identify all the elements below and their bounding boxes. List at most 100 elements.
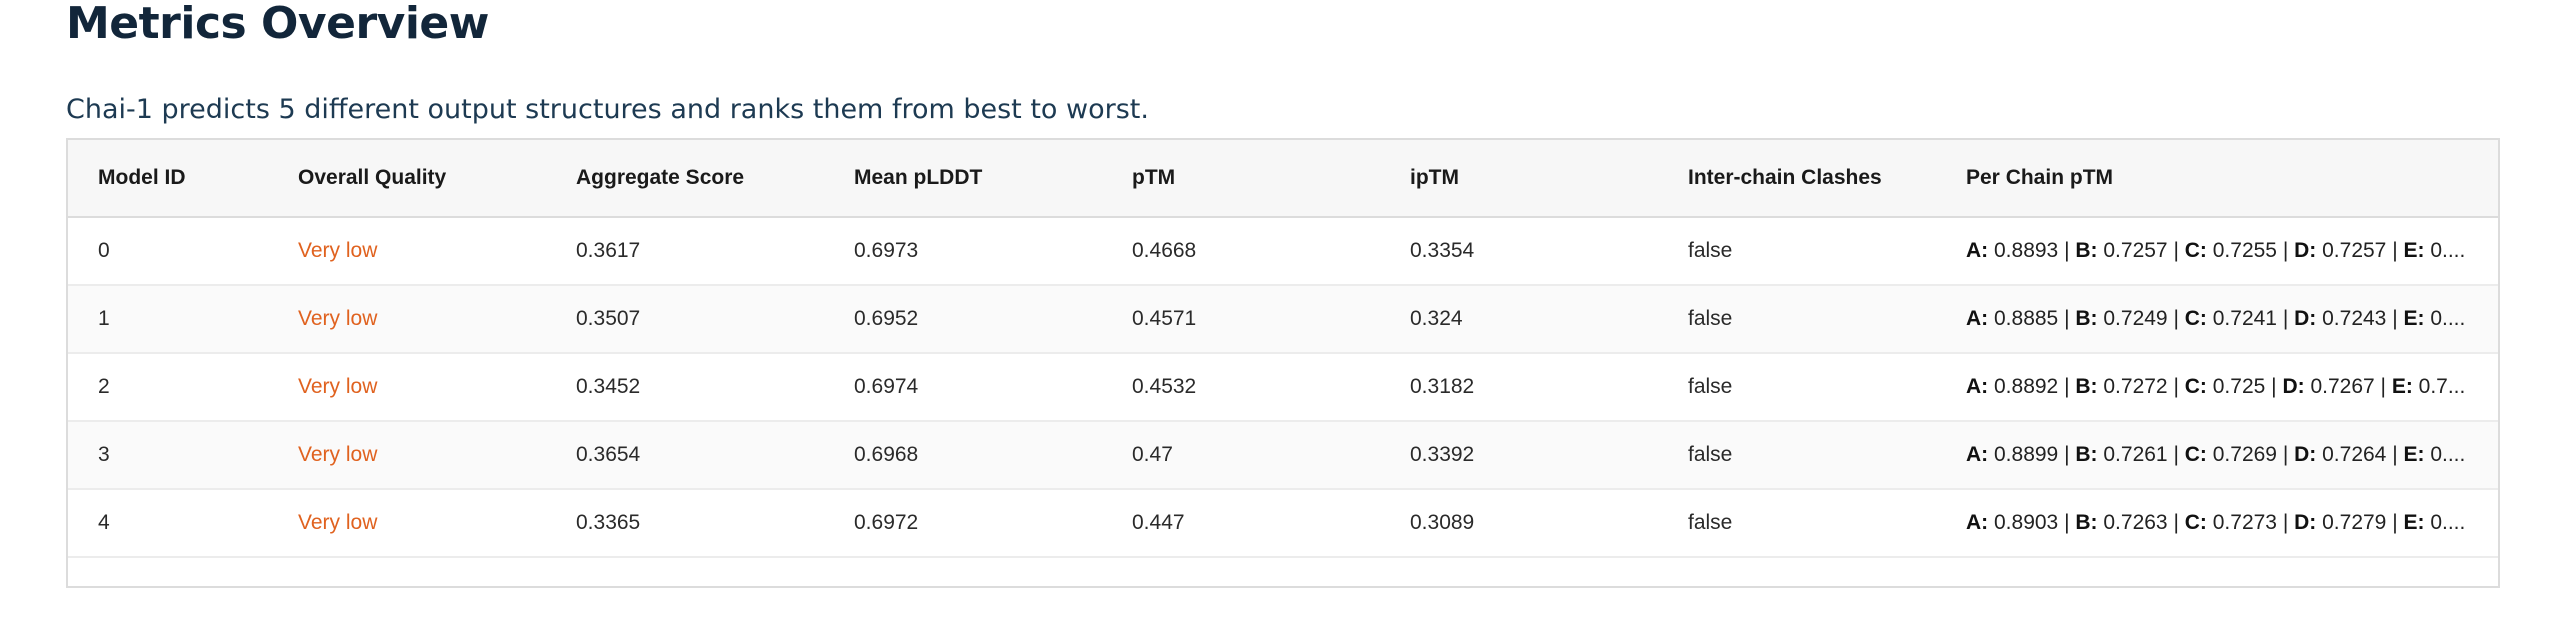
chain-value: 0.... bbox=[2424, 443, 2466, 466]
chain-separator: | bbox=[2386, 307, 2404, 330]
overall-quality-cell: Very low bbox=[298, 307, 378, 330]
iptm-cell: 0.3392 bbox=[1410, 443, 1475, 466]
column-header-per-chain-ptm[interactable]: Per Chain pTM bbox=[1966, 166, 2114, 189]
chain-value: 0.... bbox=[2424, 511, 2466, 534]
metrics-table: Model ID Overall Quality Aggregate Score… bbox=[66, 138, 2500, 588]
chain-label: E: bbox=[2403, 443, 2425, 466]
chain-label: D: bbox=[2294, 443, 2317, 466]
chain-label: B: bbox=[2075, 511, 2098, 534]
chain-value: 0.7272 bbox=[2097, 375, 2168, 398]
column-header-inter-chain-clashes[interactable]: Inter-chain Clashes bbox=[1688, 166, 1882, 189]
chain-value: 0.7269 bbox=[2206, 443, 2277, 466]
chain-label: E: bbox=[2403, 307, 2425, 330]
chain-label: A: bbox=[1966, 511, 1989, 534]
page-title: Metrics Overview bbox=[66, 0, 489, 49]
chain-value: 0.725 bbox=[2206, 375, 2266, 398]
chain-label: A: bbox=[1966, 375, 1989, 398]
mean-plddt-cell: 0.6972 bbox=[854, 511, 919, 534]
iptm-cell: 0.324 bbox=[1410, 307, 1463, 330]
chain-separator: | bbox=[2386, 239, 2404, 262]
chain-label: D: bbox=[2294, 239, 2317, 262]
chain-label: E: bbox=[2391, 375, 2413, 398]
column-header-aggregate-score[interactable]: Aggregate Score bbox=[576, 166, 745, 189]
ptm-cell: 0.47 bbox=[1132, 443, 1173, 466]
aggregate-score-cell: 0.3654 bbox=[576, 443, 641, 466]
chain-label: D: bbox=[2282, 375, 2305, 398]
table-row[interactable]: 1 Very low 0.3507 0.6952 0.4571 0.324 fa… bbox=[68, 286, 2498, 354]
chain-value: 0.7257 bbox=[2097, 239, 2168, 262]
chain-value: 0.8903 bbox=[1988, 511, 2059, 534]
chain-value: 0.7255 bbox=[2206, 239, 2277, 262]
ptm-cell: 0.4668 bbox=[1132, 239, 1197, 262]
chain-separator: | bbox=[2265, 375, 2283, 398]
iptm-cell: 0.3089 bbox=[1410, 511, 1475, 534]
chain-separator: | bbox=[2167, 307, 2185, 330]
chain-value: 0.7263 bbox=[2097, 511, 2168, 534]
per-chain-ptm-cell: A: 0.8899 | B: 0.7261 | C: 0.7269 | D: 0… bbox=[1966, 422, 2466, 488]
chain-separator: | bbox=[2167, 239, 2185, 262]
table-row[interactable]: 2 Very low 0.3452 0.6974 0.4532 0.3182 f… bbox=[68, 354, 2498, 422]
mean-plddt-cell: 0.6973 bbox=[854, 239, 919, 262]
column-header-mean-plddt[interactable]: Mean pLDDT bbox=[854, 166, 983, 189]
column-header-iptm[interactable]: ipTM bbox=[1410, 166, 1459, 189]
chain-label: E: bbox=[2403, 511, 2425, 534]
chain-label: D: bbox=[2294, 511, 2317, 534]
chain-value: 0.8892 bbox=[1988, 375, 2059, 398]
chain-value: 0.7273 bbox=[2206, 511, 2277, 534]
chain-separator: | bbox=[2058, 511, 2076, 534]
overall-quality-cell: Very low bbox=[298, 375, 378, 398]
chain-separator: | bbox=[2058, 307, 2076, 330]
chain-separator: | bbox=[2058, 375, 2076, 398]
chain-label: C: bbox=[2184, 375, 2207, 398]
aggregate-score-cell: 0.3452 bbox=[576, 375, 641, 398]
chain-separator: | bbox=[2374, 375, 2392, 398]
chain-value: 0.8885 bbox=[1988, 307, 2059, 330]
table-header: Model ID Overall Quality Aggregate Score… bbox=[68, 140, 2498, 218]
chain-value: 0.8899 bbox=[1988, 443, 2059, 466]
chain-value: 0.7243 bbox=[2316, 307, 2387, 330]
chain-label: B: bbox=[2075, 443, 2098, 466]
model-id-cell: 2 bbox=[98, 375, 110, 398]
chain-value: 0.7264 bbox=[2316, 443, 2387, 466]
ptm-cell: 0.4532 bbox=[1132, 375, 1197, 398]
mean-plddt-cell: 0.6974 bbox=[854, 375, 919, 398]
chain-value: 0.7279 bbox=[2316, 511, 2387, 534]
chain-value: 0.7257 bbox=[2316, 239, 2387, 262]
chain-label: B: bbox=[2075, 375, 2098, 398]
overall-quality-cell: Very low bbox=[298, 239, 378, 262]
mean-plddt-cell: 0.6952 bbox=[854, 307, 919, 330]
chain-label: C: bbox=[2184, 307, 2207, 330]
chain-value: 0.7249 bbox=[2097, 307, 2168, 330]
chain-value: 0.7... bbox=[2412, 375, 2466, 398]
aggregate-score-cell: 0.3365 bbox=[576, 511, 641, 534]
chain-separator: | bbox=[2277, 239, 2295, 262]
table-row[interactable]: 4 Very low 0.3365 0.6972 0.447 0.3089 fa… bbox=[68, 490, 2498, 558]
table-row[interactable]: 3 Very low 0.3654 0.6968 0.47 0.3392 fal… bbox=[68, 422, 2498, 490]
inter-chain-clashes-cell: false bbox=[1688, 375, 1733, 398]
chain-label: A: bbox=[1966, 307, 1989, 330]
chain-label: B: bbox=[2075, 239, 2098, 262]
inter-chain-clashes-cell: false bbox=[1688, 239, 1733, 262]
chain-separator: | bbox=[2058, 443, 2076, 466]
model-id-cell: 1 bbox=[98, 307, 110, 330]
table-row[interactable]: 0 Very low 0.3617 0.6973 0.4668 0.3354 f… bbox=[68, 218, 2498, 286]
chain-label: C: bbox=[2184, 511, 2207, 534]
column-header-model-id[interactable]: Model ID bbox=[98, 166, 186, 189]
per-chain-ptm-cell: A: 0.8893 | B: 0.7257 | C: 0.7255 | D: 0… bbox=[1966, 218, 2466, 284]
chain-separator: | bbox=[2386, 443, 2404, 466]
chain-value: 0.7267 bbox=[2304, 375, 2375, 398]
ptm-cell: 0.4571 bbox=[1132, 307, 1197, 330]
aggregate-score-cell: 0.3507 bbox=[576, 307, 641, 330]
chain-separator: | bbox=[2058, 239, 2076, 262]
chain-value: 0.... bbox=[2424, 307, 2466, 330]
ptm-cell: 0.447 bbox=[1132, 511, 1185, 534]
chain-label: D: bbox=[2294, 307, 2317, 330]
per-chain-ptm-cell: A: 0.8885 | B: 0.7249 | C: 0.7241 | D: 0… bbox=[1966, 286, 2466, 352]
mean-plddt-cell: 0.6968 bbox=[854, 443, 919, 466]
column-header-ptm[interactable]: pTM bbox=[1132, 166, 1176, 189]
chain-label: C: bbox=[2184, 239, 2207, 262]
chain-label: C: bbox=[2184, 443, 2207, 466]
chain-separator: | bbox=[2277, 307, 2295, 330]
column-header-overall-quality[interactable]: Overall Quality bbox=[298, 166, 447, 189]
chain-label: A: bbox=[1966, 239, 1989, 262]
